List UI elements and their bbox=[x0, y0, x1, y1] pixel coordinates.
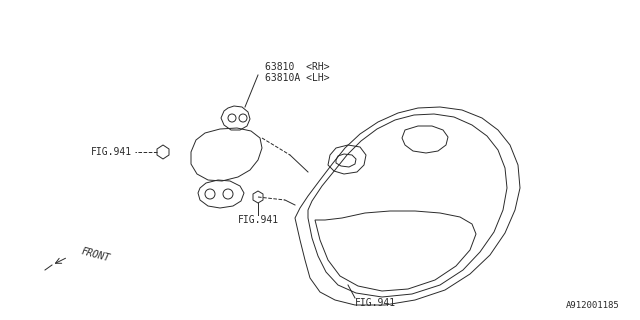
Text: A912001185: A912001185 bbox=[566, 301, 620, 310]
Text: 63810A <LH>: 63810A <LH> bbox=[265, 73, 330, 83]
Text: FIG.941: FIG.941 bbox=[91, 147, 132, 157]
Text: 63810  <RH>: 63810 <RH> bbox=[265, 62, 330, 72]
Text: FIG.941: FIG.941 bbox=[237, 215, 278, 225]
Text: FIG.941: FIG.941 bbox=[355, 298, 396, 308]
Text: FRONT: FRONT bbox=[80, 246, 111, 264]
